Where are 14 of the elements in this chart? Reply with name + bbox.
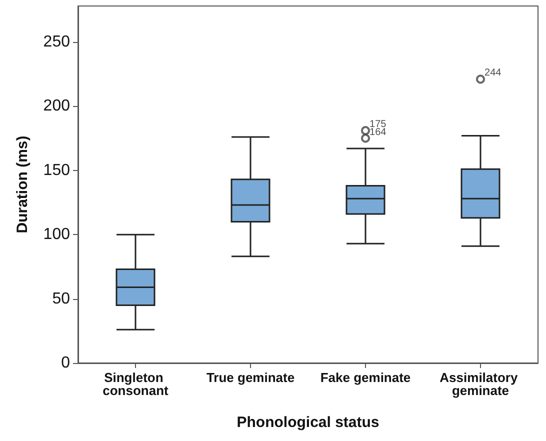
annotation: 164 xyxy=(370,126,387,138)
y-tick-label: 0 xyxy=(61,354,70,372)
x-tick-label: Singleton consonant xyxy=(102,370,170,398)
annotation: 244 xyxy=(484,68,502,79)
y-tick-label: 50 xyxy=(52,290,70,308)
x-tick-label: True geminate xyxy=(206,370,295,385)
x-tick-label: Fake geminate xyxy=(320,370,411,385)
y-tick-label: 150 xyxy=(43,162,70,179)
y-tick-label: 200 xyxy=(43,98,70,115)
y-tick-label: 250 xyxy=(43,33,70,50)
y-axis-title: Duration (ms) xyxy=(14,136,31,234)
x-axis-title: Phonological status xyxy=(236,414,380,431)
y-tick-label: 100 xyxy=(43,226,70,244)
x-tick-label: Assimilatory geminate xyxy=(440,370,522,398)
